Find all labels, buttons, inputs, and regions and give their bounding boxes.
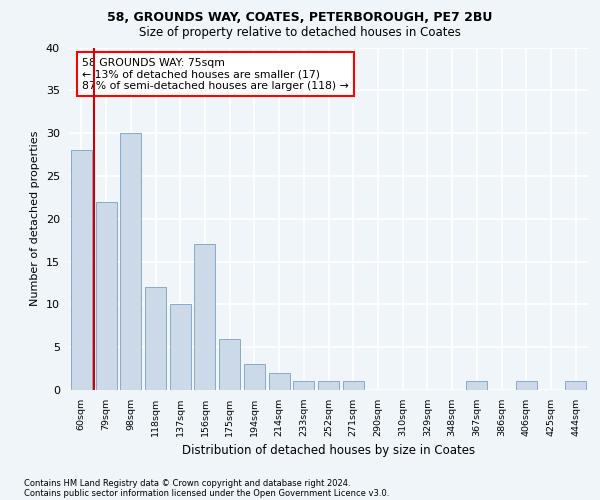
Bar [293, 382, 314, 390]
Text: 58, GROUNDS WAY, COATES, PETERBOROUGH, PE7 2BU: 58, GROUNDS WAY, COATES, PETERBOROUGH, P… [107, 11, 493, 24]
X-axis label: Distribution of detached houses by size in Coates: Distribution of detached houses by size … [182, 444, 475, 458]
Bar [71, 150, 92, 390]
Bar [269, 373, 290, 390]
Bar [194, 244, 215, 390]
Text: Contains public sector information licensed under the Open Government Licence v3: Contains public sector information licen… [24, 489, 389, 498]
Bar [466, 382, 487, 390]
Bar [95, 202, 116, 390]
Bar [318, 382, 339, 390]
Bar [120, 133, 141, 390]
Text: 58 GROUNDS WAY: 75sqm
← 13% of detached houses are smaller (17)
87% of semi-deta: 58 GROUNDS WAY: 75sqm ← 13% of detached … [82, 58, 349, 91]
Text: Size of property relative to detached houses in Coates: Size of property relative to detached ho… [139, 26, 461, 39]
Bar [145, 287, 166, 390]
Y-axis label: Number of detached properties: Number of detached properties [30, 131, 40, 306]
Bar [516, 382, 537, 390]
Bar [565, 382, 586, 390]
Bar [219, 338, 240, 390]
Bar [170, 304, 191, 390]
Bar [244, 364, 265, 390]
Text: Contains HM Land Registry data © Crown copyright and database right 2024.: Contains HM Land Registry data © Crown c… [24, 478, 350, 488]
Bar [343, 382, 364, 390]
